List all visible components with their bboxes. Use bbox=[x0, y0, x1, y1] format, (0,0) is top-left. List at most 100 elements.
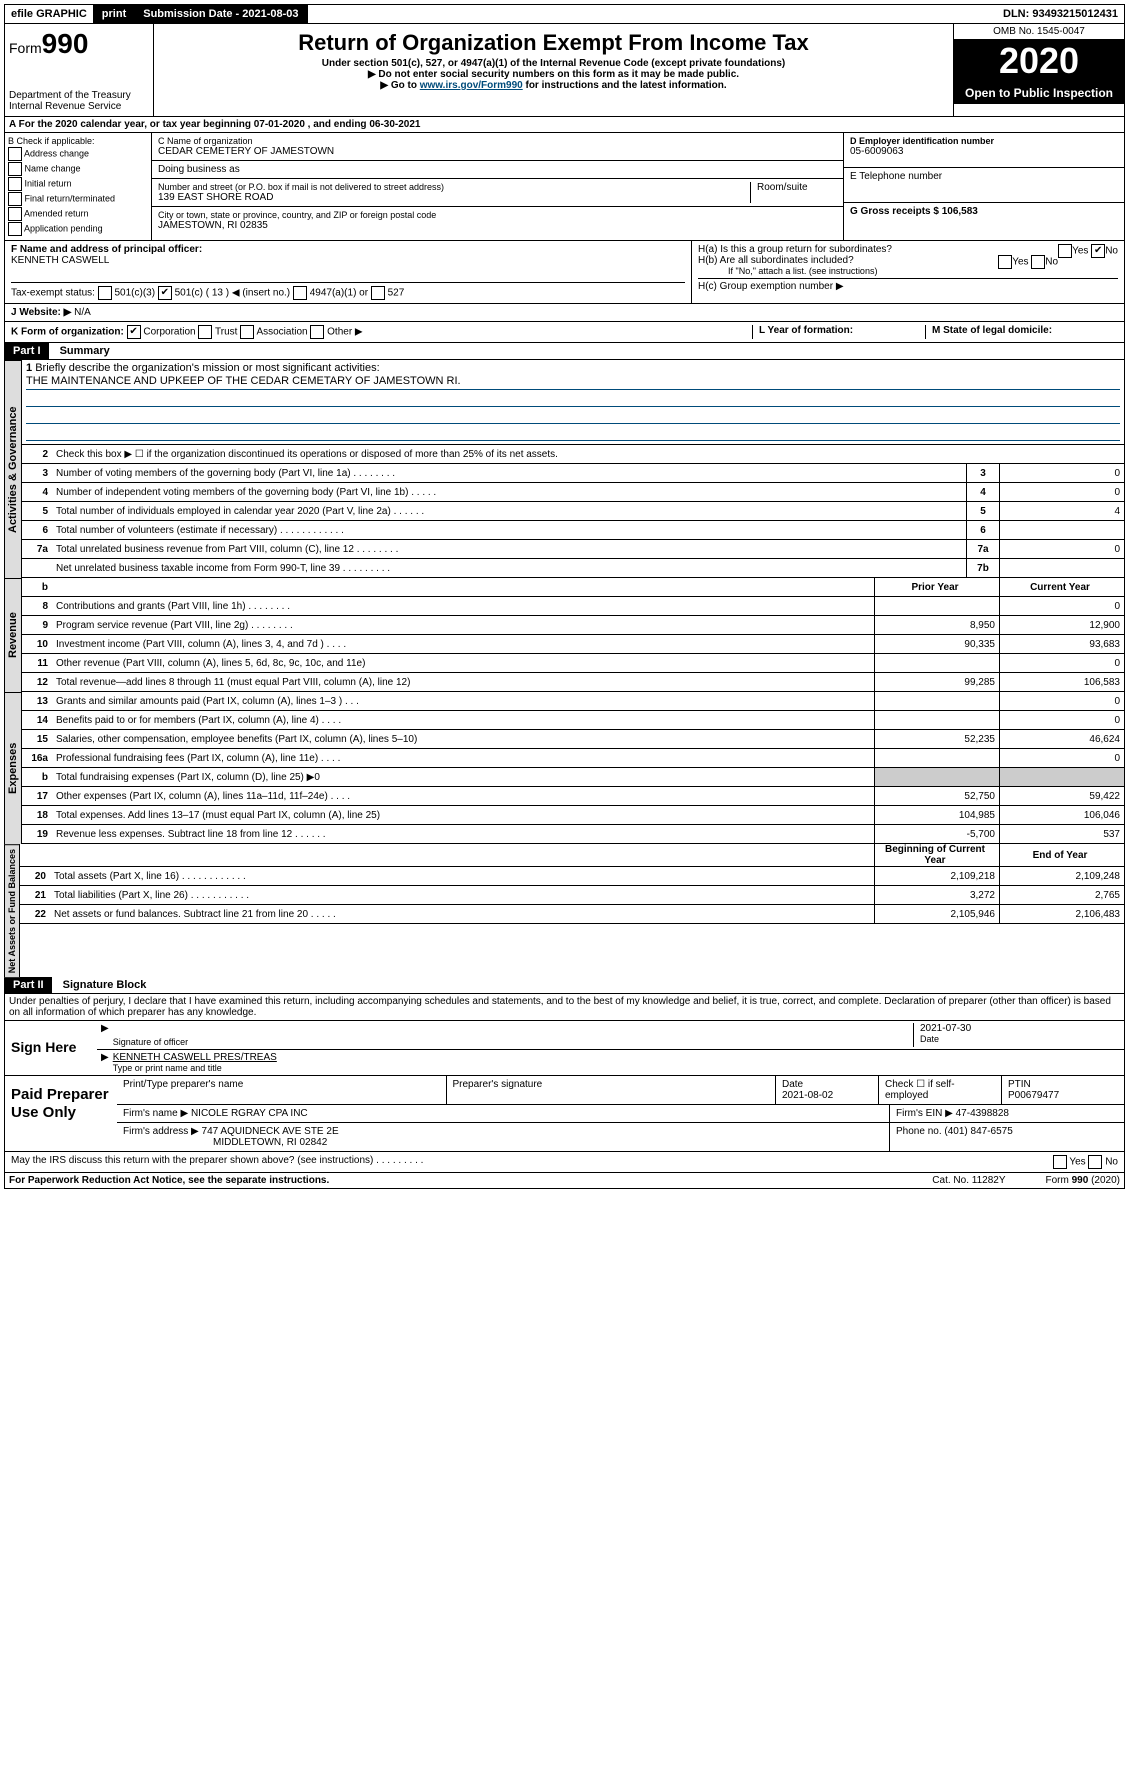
chk-other[interactable] bbox=[310, 325, 324, 339]
paid-preparer-section: Paid Preparer Use Only Print/Type prepar… bbox=[4, 1076, 1125, 1152]
mission-text: THE MAINTENANCE AND UPKEEP OF THE CEDAR … bbox=[26, 375, 1120, 390]
sig-officer-label: Signature of officer bbox=[113, 1037, 913, 1047]
part1-expenses: Expenses 13Grants and similar amounts pa… bbox=[4, 692, 1125, 844]
col-beg-year: Beginning of Current Year bbox=[874, 844, 999, 866]
col-b-label: B Check if applicable: bbox=[8, 136, 148, 146]
line1-label: Briefly describe the organization's miss… bbox=[35, 362, 379, 374]
sign-here-section: Sign Here Signature of officer 2021-07-3… bbox=[4, 1021, 1125, 1076]
ein-label: D Employer identification number bbox=[850, 136, 1118, 146]
form-number: Form990 bbox=[9, 28, 149, 60]
efile-label: efile GRAPHIC bbox=[5, 5, 94, 23]
website-label: J Website: ▶ bbox=[11, 307, 71, 318]
l-label: L Year of formation: bbox=[759, 325, 853, 336]
part1-badge: Part I bbox=[5, 343, 49, 359]
line2: Check this box ▶ ☐ if the organization d… bbox=[52, 448, 1124, 461]
part1-governance: Activities & Governance 1 Briefly descri… bbox=[4, 360, 1125, 578]
chk-assoc[interactable] bbox=[240, 325, 254, 339]
tax-exempt-row: Tax-exempt status: 501(c)(3) ✔ 501(c) ( … bbox=[11, 282, 685, 300]
officer-typed-name: KENNETH CASWELL PRES/TREAS bbox=[113, 1052, 277, 1063]
chk-trust[interactable] bbox=[198, 325, 212, 339]
addr-label: Number and street (or P.O. box if mail i… bbox=[158, 182, 750, 192]
row-a-period: A For the 2020 calendar year, or tax yea… bbox=[4, 117, 1125, 133]
dln-label: DLN: 93493215012431 bbox=[997, 5, 1124, 23]
form-footer: Form 990 (2020) bbox=[1046, 1175, 1121, 1186]
ha-label: H(a) Is this a group return for subordin… bbox=[698, 244, 892, 255]
firm-name: NICOLE RGRAY CPA INC bbox=[191, 1108, 308, 1119]
col-de: D Employer identification number 05-6009… bbox=[844, 133, 1124, 240]
prep-date: 2021-08-02 bbox=[782, 1090, 833, 1101]
firm-ein: 47-4398828 bbox=[956, 1108, 1009, 1119]
open-inspection: Open to Public Inspection bbox=[954, 82, 1124, 104]
chk-amended[interactable]: Amended return bbox=[8, 207, 148, 221]
ptin-hdr: PTIN bbox=[1008, 1079, 1031, 1090]
website-value: N/A bbox=[74, 307, 91, 318]
footer-row: For Paperwork Reduction Act Notice, see … bbox=[4, 1173, 1125, 1189]
sign-date-label: Date bbox=[920, 1034, 1120, 1044]
preparer-sig-hdr: Preparer's signature bbox=[447, 1076, 777, 1104]
pra-notice: For Paperwork Reduction Act Notice, see … bbox=[9, 1175, 329, 1186]
chk-527[interactable] bbox=[371, 286, 385, 300]
hc-label: H(c) Group exemption number ▶ bbox=[698, 278, 1118, 292]
top-bar: efile GRAPHIC print Submission Date - 20… bbox=[4, 4, 1125, 24]
sign-date: 2021-07-30 bbox=[920, 1023, 1120, 1034]
col-h: H(a) Is this a group return for subordin… bbox=[692, 241, 1124, 303]
part1-title: Summary bbox=[52, 345, 110, 357]
submission-date: Submission Date - 2021-08-03 bbox=[135, 5, 307, 23]
subtitle-2: ▶ Do not enter social security numbers o… bbox=[158, 69, 949, 80]
preparer-name-hdr: Print/Type preparer's name bbox=[117, 1076, 447, 1104]
org-name-label: C Name of organization bbox=[158, 136, 837, 146]
form-990: 990 bbox=[42, 28, 89, 59]
hb-yes[interactable] bbox=[998, 255, 1012, 269]
firm-phone: (401) 847-6575 bbox=[944, 1126, 1012, 1137]
chk-501c3[interactable] bbox=[98, 286, 112, 300]
self-employed-chk[interactable]: Check ☐ if self-employed bbox=[879, 1076, 1002, 1104]
chk-final[interactable]: Final return/terminated bbox=[8, 192, 148, 206]
discuss-no[interactable] bbox=[1088, 1155, 1102, 1169]
prep-date-hdr: Date bbox=[782, 1079, 803, 1090]
chk-initial[interactable]: Initial return bbox=[8, 177, 148, 191]
ein-value: 05-6009063 bbox=[850, 146, 1118, 157]
hb-label: H(b) Are all subordinates included? bbox=[698, 255, 854, 266]
irs-link[interactable]: www.irs.gov/Form990 bbox=[420, 80, 523, 91]
street-address: 139 EAST SHORE ROAD bbox=[158, 192, 750, 203]
cat-no: Cat. No. 11282Y bbox=[932, 1175, 1005, 1186]
row-j-website: J Website: ▶ N/A bbox=[4, 304, 1125, 322]
chk-corp[interactable]: ✔ bbox=[127, 325, 141, 339]
perjury-text: Under penalties of perjury, I declare th… bbox=[4, 994, 1125, 1021]
vtab-netassets: Net Assets or Fund Balances bbox=[4, 844, 20, 977]
hb-no[interactable] bbox=[1031, 255, 1045, 269]
col-b-checkboxes: B Check if applicable: Address change Na… bbox=[5, 133, 152, 240]
chk-501c[interactable]: ✔ bbox=[158, 286, 172, 300]
form-title: Return of Organization Exempt From Incom… bbox=[158, 30, 949, 56]
dept-label: Department of the Treasury Internal Reve… bbox=[9, 90, 149, 112]
firm-addr2: MIDDLETOWN, RI 02842 bbox=[123, 1137, 327, 1148]
ha-yes[interactable] bbox=[1058, 244, 1072, 258]
firm-addr-label: Firm's address ▶ bbox=[123, 1126, 199, 1137]
vtab-revenue: Revenue bbox=[4, 578, 22, 692]
chk-pending[interactable]: Application pending bbox=[8, 222, 148, 236]
room-label: Room/suite bbox=[750, 182, 837, 203]
col-end-year: End of Year bbox=[999, 844, 1124, 866]
ha-no[interactable]: ✔ bbox=[1091, 244, 1105, 258]
tax-exempt-label: Tax-exempt status: bbox=[11, 288, 95, 299]
dba-label: Doing business as bbox=[152, 161, 843, 179]
officer-name-label: Type or print name and title bbox=[113, 1063, 277, 1073]
city-label: City or town, state or province, country… bbox=[158, 210, 837, 220]
discuss-yes[interactable] bbox=[1053, 1155, 1067, 1169]
firm-name-label: Firm's name ▶ bbox=[123, 1108, 188, 1119]
col-current-year: Current Year bbox=[999, 578, 1124, 596]
ptin-val: P00679477 bbox=[1008, 1090, 1059, 1101]
chk-name[interactable]: Name change bbox=[8, 162, 148, 176]
sign-here-label: Sign Here bbox=[5, 1021, 97, 1075]
chk-address[interactable]: Address change bbox=[8, 147, 148, 161]
form-header: Form990 Department of the Treasury Inter… bbox=[4, 24, 1125, 117]
subtitle-3: ▶ Go to www.irs.gov/Form990 for instruct… bbox=[158, 80, 949, 91]
chk-4947[interactable] bbox=[293, 286, 307, 300]
print-button[interactable]: print bbox=[94, 5, 135, 23]
part1-revenue: Revenue bPrior YearCurrent Year 8Contrib… bbox=[4, 578, 1125, 692]
form-prefix: Form bbox=[9, 40, 42, 56]
row-klm: K Form of organization: ✔ Corporation Tr… bbox=[4, 322, 1125, 343]
section-fh: F Name and address of principal officer:… bbox=[4, 241, 1125, 304]
col-f: F Name and address of principal officer:… bbox=[5, 241, 692, 303]
paid-preparer-label: Paid Preparer Use Only bbox=[5, 1076, 117, 1151]
